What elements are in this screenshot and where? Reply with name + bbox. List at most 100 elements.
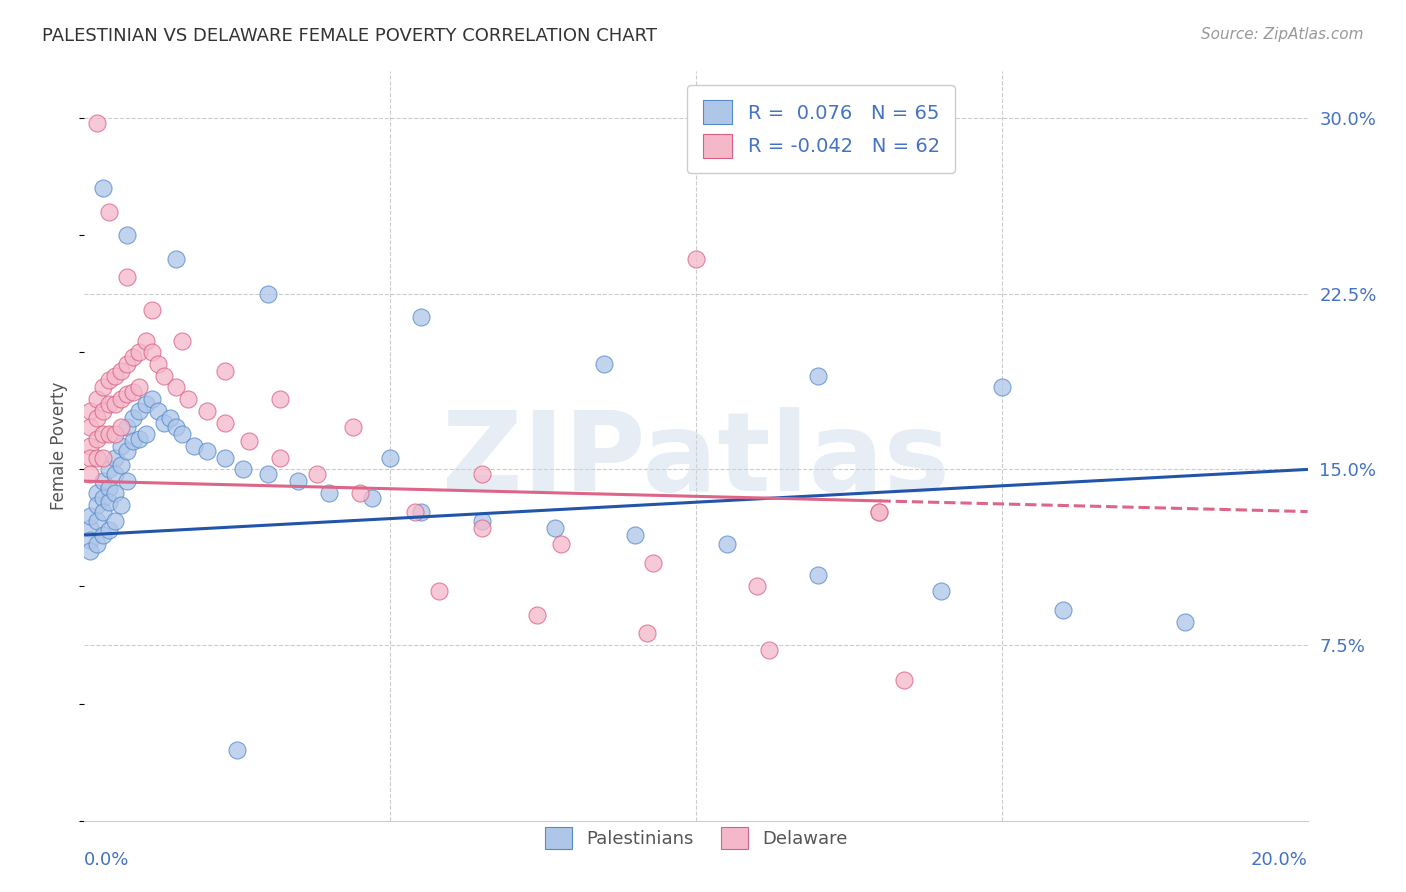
Point [86,450,108,465]
Point [404,505,426,519]
Point [214,364,236,378]
Point [141,303,163,318]
Point [257,467,280,482]
Point [636,626,658,640]
Point [685,252,707,266]
Point [318,485,340,500]
Point [115,357,138,371]
Point [869,505,891,519]
Legend: Palestinians, Delaware: Palestinians, Delaware [537,820,855,856]
Point [257,286,280,301]
Point [128,380,150,394]
Point [91,528,114,542]
Point [172,427,194,442]
Point [214,416,236,430]
Point [79,439,101,453]
Point [110,498,132,512]
Point [1174,615,1197,629]
Point [104,450,127,465]
Point [550,537,572,551]
Point [146,404,169,418]
Point [287,474,309,488]
Point [177,392,200,407]
Text: ZIPatlas: ZIPatlas [441,408,950,515]
Point [195,404,218,418]
Point [165,380,187,394]
Point [86,116,108,130]
Point [86,498,108,512]
Point [226,743,249,757]
Point [104,427,127,442]
Point [115,270,138,285]
Point [165,420,187,434]
Point [91,181,114,195]
Point [97,462,120,476]
Text: Source: ZipAtlas.com: Source: ZipAtlas.com [1201,27,1364,42]
Point [79,467,101,482]
Point [141,392,163,407]
Point [929,584,952,599]
Text: 0.0%: 0.0% [84,851,129,869]
Point [91,450,114,465]
Point [214,450,236,465]
Point [305,467,328,482]
Point [991,380,1014,394]
Point [232,462,254,476]
Point [110,458,132,472]
Point [409,310,432,325]
Point [110,364,132,378]
Point [146,357,169,371]
Point [342,420,364,434]
Point [115,443,138,458]
Point [97,427,120,442]
Point [110,420,132,434]
Point [86,514,108,528]
Point [409,505,432,519]
Y-axis label: Female Poverty: Female Poverty [51,382,69,510]
Point [91,474,114,488]
Point [97,374,120,388]
Point [624,528,647,542]
Point [349,485,371,500]
Point [122,385,145,400]
Point [869,505,891,519]
Point [747,580,769,594]
Point [128,345,150,359]
Point [643,556,665,570]
Point [97,397,120,411]
Text: PALESTINIAN VS DELAWARE FEMALE POVERTY CORRELATION CHART: PALESTINIAN VS DELAWARE FEMALE POVERTY C… [42,27,657,45]
Point [91,404,114,418]
Point [471,514,494,528]
Point [471,467,494,482]
Point [115,474,138,488]
Point [86,432,108,446]
Point [79,420,101,434]
Point [1052,603,1074,617]
Point [104,514,127,528]
Point [97,204,120,219]
Point [544,521,567,535]
Point [115,420,138,434]
Point [91,491,114,505]
Point [91,427,114,442]
Point [135,397,157,411]
Point [893,673,915,688]
Point [128,404,150,418]
Point [86,537,108,551]
Point [97,523,120,537]
Point [97,481,120,495]
Point [104,397,127,411]
Point [79,404,101,418]
Point [86,411,108,425]
Point [86,485,108,500]
Point [269,392,291,407]
Point [141,345,163,359]
Point [238,434,260,449]
Point [360,491,382,505]
Point [153,416,176,430]
Point [807,368,830,383]
Point [91,380,114,394]
Point [807,567,830,582]
Point [104,467,127,482]
Point [110,392,132,407]
